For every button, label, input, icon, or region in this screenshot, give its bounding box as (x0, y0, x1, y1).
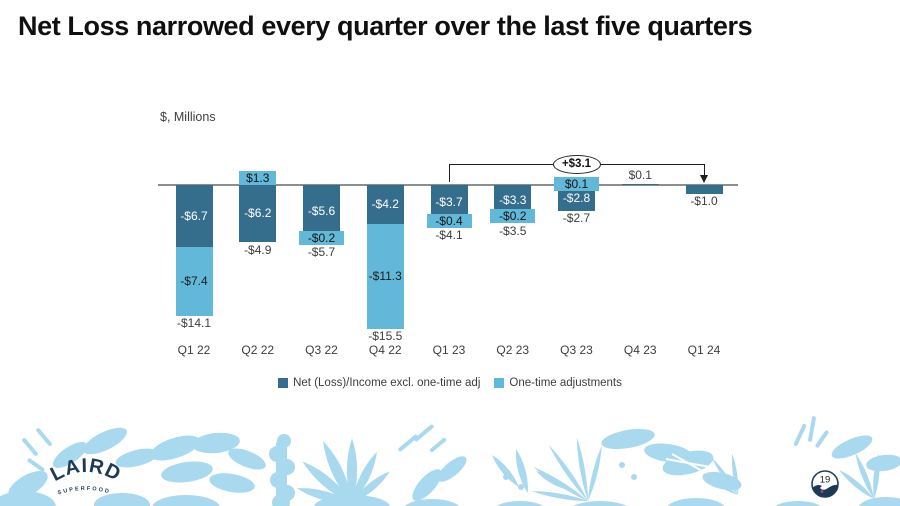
bar-segment-net (175, 184, 213, 247)
annotation-bracket-left (449, 163, 451, 182)
x-axis-label: Q3 22 (305, 343, 338, 357)
bar-segment-net (621, 183, 659, 185)
laird-superfood-logo: LAIRD SUPERFOOD. (44, 451, 125, 496)
bar-segment-net (239, 184, 277, 243)
annotation-arrow-line (704, 163, 706, 176)
bar-label-adjustment: -$7.4 (180, 274, 208, 289)
total-label: -$14.1 (176, 316, 212, 331)
annotation-oval: +$3.1 (552, 154, 601, 174)
bar-segment-net (303, 184, 340, 237)
bar-label-net: -$2.8 (562, 190, 591, 205)
bar-label-adjustment: -$0.4 (426, 213, 472, 228)
bar-segment-net (430, 184, 468, 219)
page-number: 19 (820, 475, 831, 486)
botanical-pattern (0, 416, 900, 506)
total-label: -$4.9 (244, 242, 272, 257)
bar-label-adjustment: -$11.3 (368, 269, 402, 284)
legend-swatch (278, 378, 289, 388)
x-axis-label: Q4 23 (623, 343, 657, 357)
bar-label-net: -$3.7 (435, 194, 463, 209)
bar-label-net: -$4.2 (371, 197, 399, 212)
bar-label-adjustment: -$0.2 (299, 230, 344, 245)
svg-text:LAIRD: LAIRD (47, 455, 125, 486)
bar-label-adjustment: -$0.2 (490, 209, 536, 224)
total-label: -$5.7 (307, 245, 336, 259)
legend-label: One-time adjustments (509, 377, 622, 389)
legend-label: Net (Loss)/Income excl. one-time adj (293, 377, 481, 389)
x-axis-label: Q2 22 (241, 343, 275, 357)
bar-label-net: -$6.2 (244, 206, 272, 221)
logo-brand-text: LAIRD (47, 455, 124, 486)
x-axis-label: Q3 23 (560, 343, 593, 357)
slide-title: Net Loss narrowed every quarter over the… (18, 11, 753, 41)
bar-label-adjustment: $1.3 (239, 171, 277, 186)
bar-label-adjustment: $0.1 (554, 177, 599, 192)
bar-segment-net (366, 184, 404, 224)
total-label: -$4.1 (435, 228, 463, 243)
legend-swatch (494, 378, 505, 388)
chart-legend: Net (Loss)/Income excl. one-time adj One-… (0, 377, 900, 389)
total-label: -$1.0 (690, 194, 718, 209)
bar-segment-adjustment (366, 223, 404, 329)
legend-item: Net (Loss)/Income excl. one-time adj (278, 377, 480, 389)
legend-item: One-time adjustments (494, 377, 622, 389)
total-label: -$3.5 (499, 223, 527, 238)
bar-label-net: -$3.3 (499, 192, 527, 207)
bar-label-net: -$5.6 (307, 203, 336, 218)
axis-unit-label: $, Millions (160, 110, 216, 124)
x-axis-label: Q1 22 (177, 343, 211, 357)
wave-icon (812, 484, 838, 497)
annotation-arrowhead (700, 174, 709, 183)
bar-segment-net (685, 184, 723, 194)
total-label: $0.1 (628, 168, 652, 183)
total-label: -$15.5 (368, 329, 403, 344)
x-axis-label: Q1 24 (687, 343, 721, 357)
x-axis-label: Q2 23 (496, 343, 530, 357)
page-number-badge: 19 (811, 470, 839, 498)
x-axis-label: Q1 23 (432, 343, 466, 357)
bar-label-net: -$6.7 (180, 208, 208, 223)
bar-segment-adjustment (175, 246, 213, 316)
x-axis-label: Q4 22 (368, 343, 402, 357)
total-label: -$2.7 (562, 211, 591, 226)
